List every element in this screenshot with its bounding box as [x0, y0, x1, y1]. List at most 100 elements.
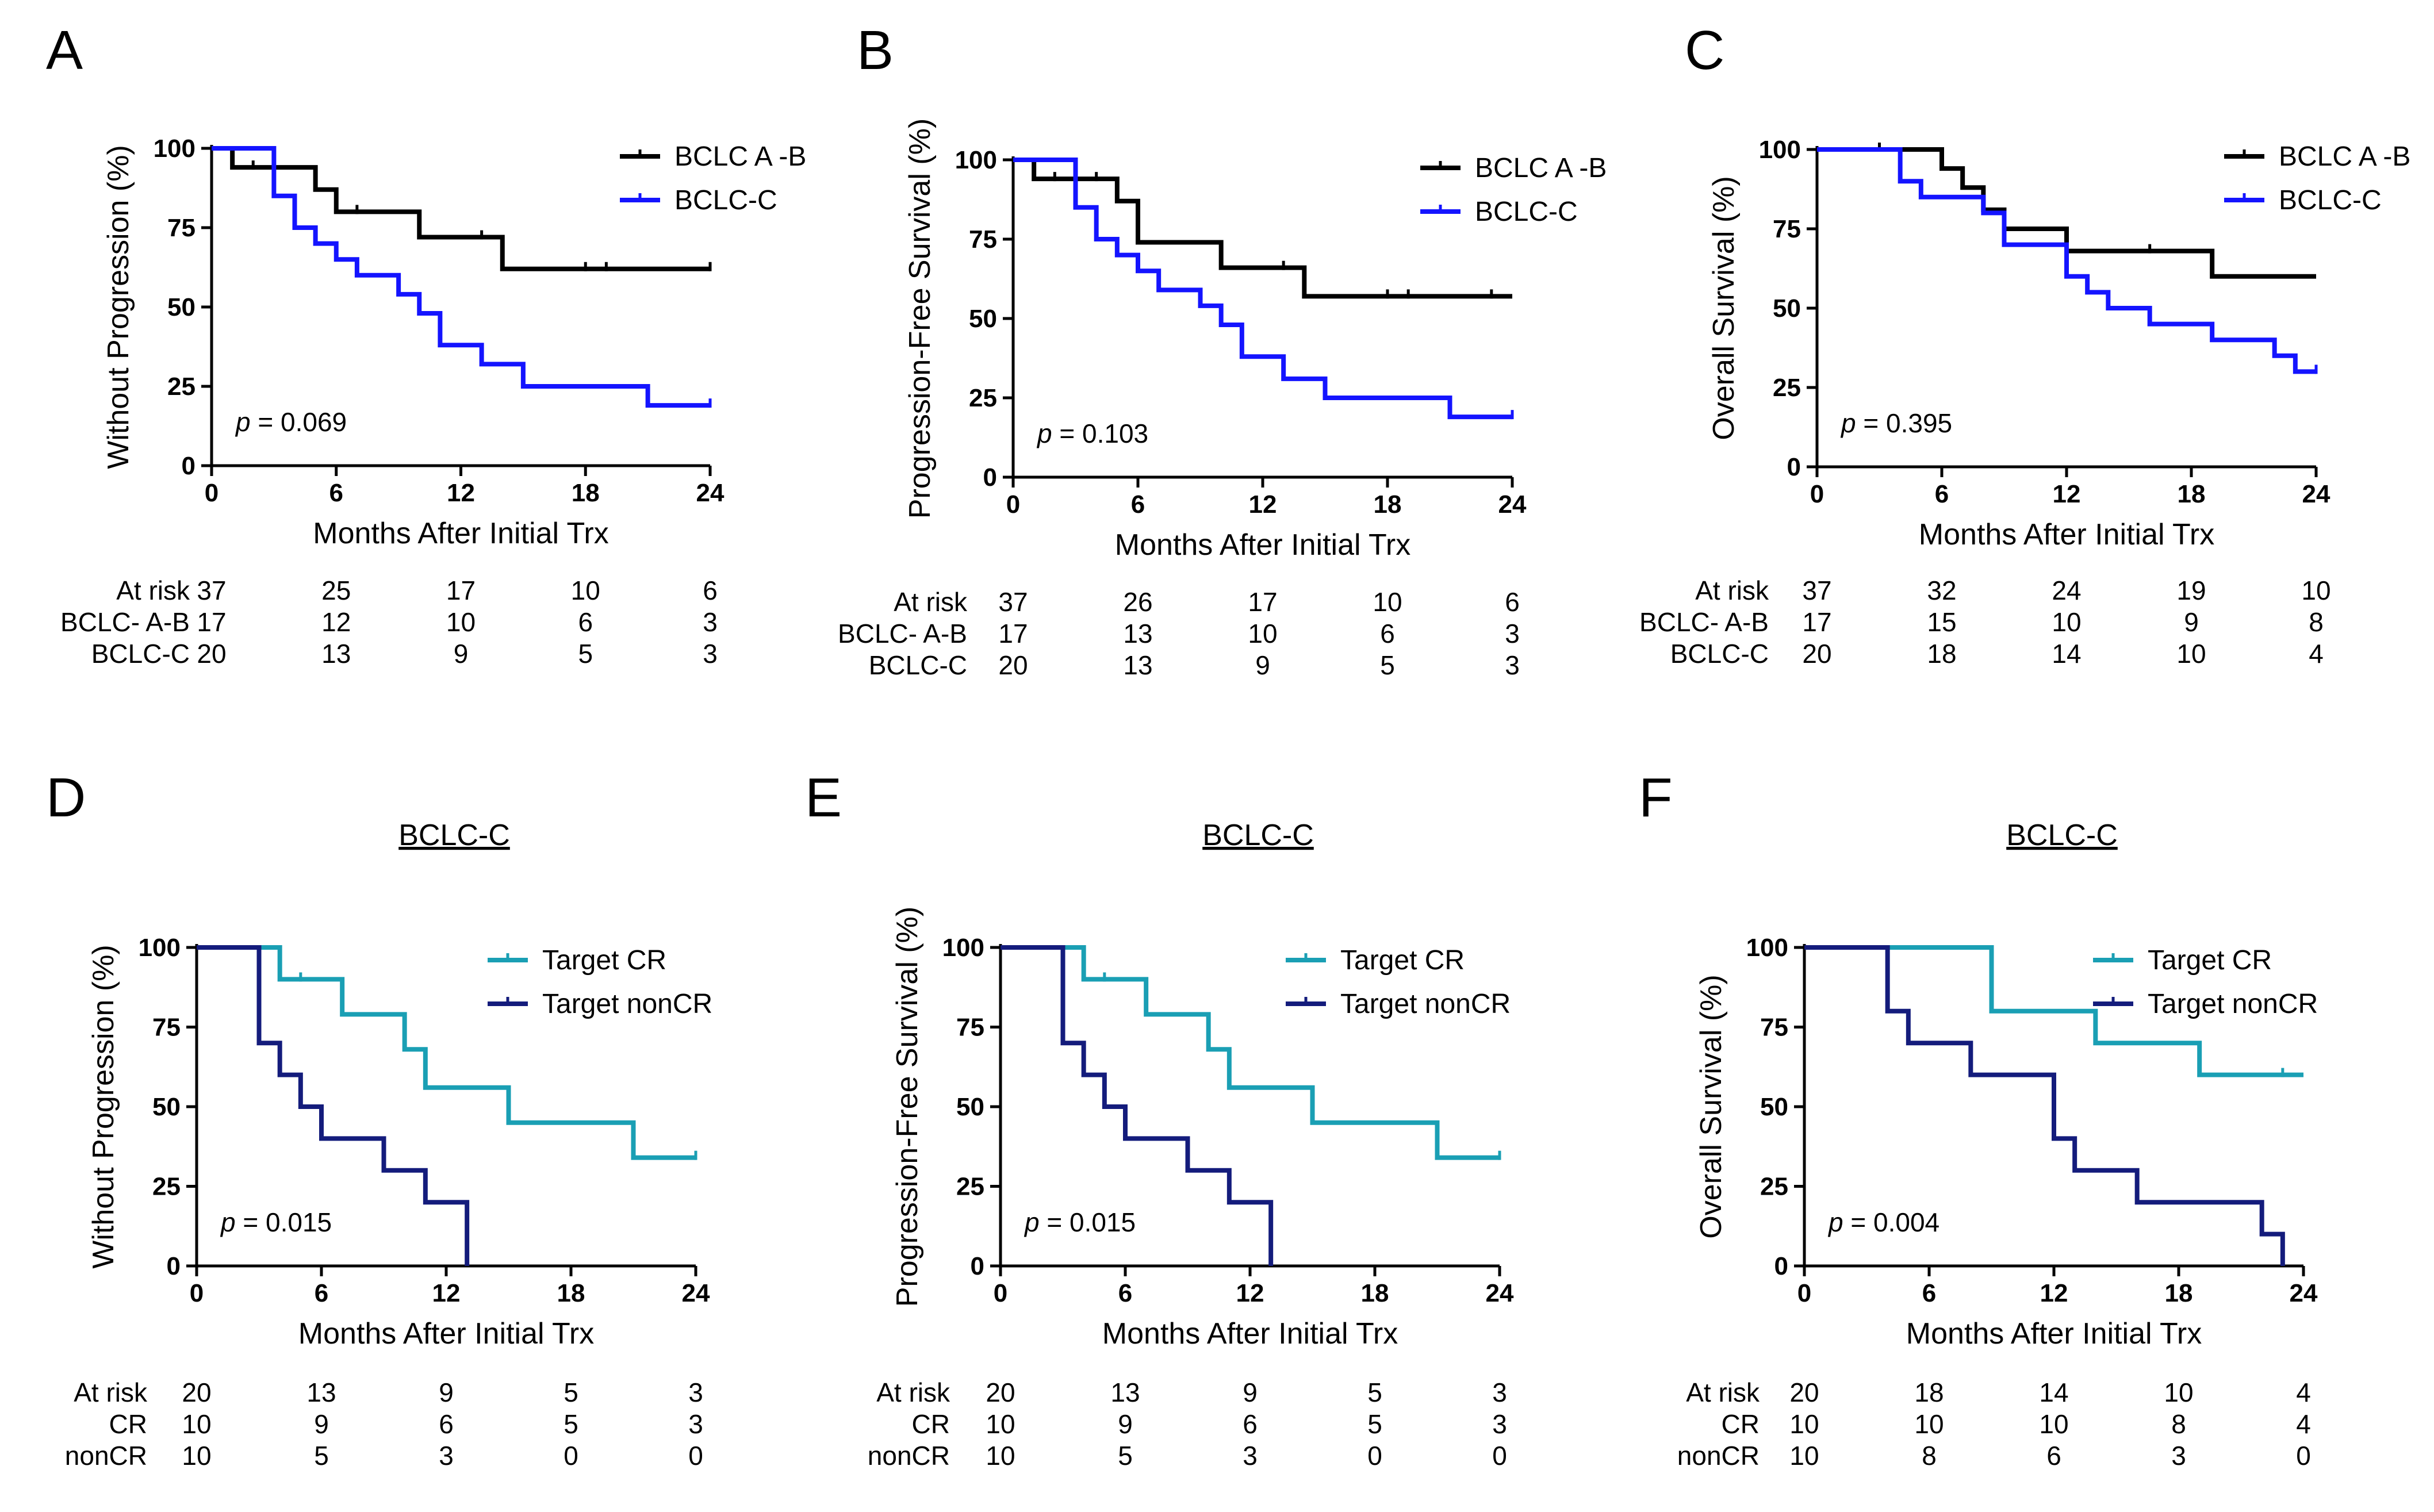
p-value-symbol: p — [1827, 1207, 1843, 1237]
y-tick-label: 75 — [152, 1014, 181, 1042]
p-value: p = 0.004 — [1827, 1207, 1939, 1237]
risk-cell: 4 — [2296, 1409, 2311, 1439]
series-line-2 — [197, 945, 470, 1266]
y-tick-label: 50 — [1760, 1093, 1788, 1121]
y-tick-label: 100 — [942, 934, 984, 962]
risk-cell: 3 — [688, 1377, 703, 1407]
risk-cell: 12 — [321, 607, 351, 637]
risk-cell: 9 — [1255, 650, 1270, 680]
risk-cell: 5 — [564, 1409, 578, 1439]
p-value-symbol: p — [1036, 419, 1052, 448]
x-tick-label: 0 — [994, 1279, 1007, 1307]
series-line-1 — [1817, 147, 2316, 279]
x-tick-label: 18 — [557, 1279, 585, 1307]
y-tick-label: 25 — [956, 1173, 984, 1201]
risk-cell: 24 — [2052, 575, 2081, 605]
legend-label: Target nonCR — [2148, 989, 2318, 1019]
risk-cell: 20 — [1789, 1377, 1819, 1407]
risk-row-label: At risk — [116, 575, 190, 605]
legend-label: BCLC A -B — [674, 141, 806, 172]
risk-row-label: BCLC- A-B — [838, 619, 967, 648]
panel-letter: E — [805, 767, 842, 828]
p-value-symbol: p — [1840, 408, 1856, 438]
legend-label: Target nonCR — [1340, 989, 1511, 1019]
risk-cell: 17 — [1802, 607, 1831, 637]
risk-cell: 10 — [571, 575, 600, 605]
risk-cell: 20 — [1802, 639, 1831, 669]
p-value-symbol: p — [1024, 1207, 1040, 1237]
risk-cell: 9 — [439, 1377, 454, 1407]
y-tick-label: 25 — [1760, 1173, 1788, 1201]
y-tick-label: 25 — [167, 373, 196, 401]
risk-cell: 13 — [1123, 619, 1152, 648]
risk-cell: 5 — [578, 639, 593, 669]
x-tick-label: 6 — [1935, 480, 1949, 508]
risk-cell: 10 — [1789, 1409, 1819, 1439]
x-tick-label: 18 — [2165, 1279, 2193, 1307]
risk-cell: 0 — [688, 1441, 703, 1471]
y-axis-title: Overall Survival (%) — [1707, 176, 1741, 440]
y-tick-label: 50 — [167, 293, 196, 321]
risk-cell: 3 — [1243, 1441, 1258, 1471]
risk-cell: 10 — [446, 607, 476, 637]
x-tick-label: 12 — [2053, 480, 2081, 508]
risk-cell: 9 — [314, 1409, 329, 1439]
series-line-1 — [1013, 158, 1512, 299]
p-value-symbol: p — [220, 1207, 236, 1237]
risk-cell: 0 — [1492, 1441, 1507, 1471]
x-tick-label: 24 — [1486, 1279, 1514, 1307]
x-tick-label: 12 — [432, 1279, 461, 1307]
y-tick-label: 100 — [139, 934, 181, 962]
y-axis-title: Overall Survival (%) — [1695, 974, 1728, 1238]
x-tick-label: 18 — [572, 479, 600, 507]
panel-subtitle: BCLC-C — [398, 819, 510, 852]
y-tick-label: 100 — [1746, 934, 1788, 962]
panel-subtitle: BCLC-C — [2006, 819, 2118, 852]
legend-label: Target CR — [1340, 945, 1465, 976]
x-tick-label: 6 — [315, 1279, 328, 1307]
x-tick-label: 0 — [1797, 1279, 1811, 1307]
p-value-symbol: p — [235, 407, 251, 437]
y-tick-label: 0 — [1787, 453, 1801, 481]
risk-cell: 25 — [321, 575, 351, 605]
risk-cell: 9 — [1243, 1377, 1258, 1407]
p-value-text: = 0.103 — [1052, 419, 1149, 448]
p-value-text: = 0.015 — [1040, 1207, 1136, 1237]
p-value: p = 0.015 — [220, 1207, 332, 1237]
risk-row-label: CR — [109, 1409, 147, 1439]
legend-label: Target nonCR — [542, 989, 712, 1019]
p-value-text: = 0.015 — [236, 1207, 332, 1237]
risk-cell: 9 — [1118, 1409, 1133, 1439]
x-tick-label: 6 — [1118, 1279, 1132, 1307]
x-tick-label: 24 — [2302, 480, 2330, 508]
risk-cell: 5 — [564, 1377, 578, 1407]
risk-cell: 3 — [1492, 1377, 1507, 1407]
risk-row-label: At risk — [1686, 1377, 1760, 1407]
risk-cell: 10 — [2052, 607, 2081, 637]
x-tick-label: 24 — [682, 1279, 710, 1307]
x-tick-label: 0 — [1006, 490, 1020, 519]
risk-cell: 6 — [1243, 1409, 1258, 1439]
risk-cell: 6 — [703, 575, 718, 605]
risk-row-label: BCLC-C — [91, 639, 190, 669]
risk-cell: 10 — [2164, 1377, 2193, 1407]
y-tick-label: 75 — [1773, 215, 1801, 243]
y-tick-label: 50 — [152, 1093, 181, 1121]
risk-cell: 3 — [703, 639, 718, 669]
x-tick-label: 0 — [1810, 480, 1824, 508]
legend-label: Target CR — [2148, 945, 2272, 976]
risk-row-label: At risk — [1695, 575, 1769, 605]
risk-cell: 10 — [1789, 1441, 1819, 1471]
legend-label: BCLC-C — [1475, 197, 1578, 227]
risk-cell: 20 — [197, 639, 226, 669]
y-tick-label: 0 — [182, 452, 196, 480]
risk-row-label: nonCR — [1677, 1441, 1760, 1471]
y-tick-label: 100 — [1759, 136, 1801, 164]
panel-letter: F — [1639, 767, 1673, 828]
risk-cell: 10 — [182, 1441, 211, 1471]
risk-cell: 3 — [1492, 1409, 1507, 1439]
risk-cell: 9 — [454, 639, 469, 669]
x-tick-label: 24 — [696, 479, 725, 507]
risk-row-label: BCLC- A-B — [1639, 607, 1769, 637]
